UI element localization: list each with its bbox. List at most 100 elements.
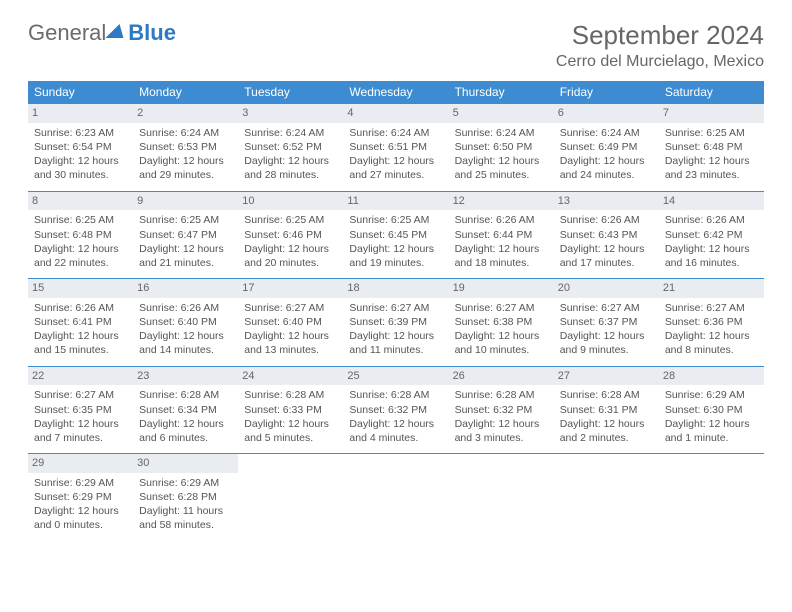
logo-triangle-icon: [106, 24, 129, 38]
calendar-day-cell: .: [449, 454, 554, 541]
calendar-day-cell: 21Sunrise: 6:27 AMSunset: 6:36 PMDayligh…: [659, 279, 764, 367]
calendar-day-cell: 9Sunrise: 6:25 AMSunset: 6:47 PMDaylight…: [133, 191, 238, 279]
calendar-day-cell: 28 Sunrise: 6:29 AMSunset: 6:30 PMDayligh…: [659, 366, 764, 454]
sunset-line: Sunset: 6:35 PM: [34, 403, 127, 417]
sunrise-line: Sunrise: 6:29 AM: [665, 388, 758, 402]
sunset-line: Sunset: 6:34 PM: [139, 403, 232, 417]
calendar-day-cell: 15Sunrise: 6:26 AMSunset: 6:41 PMDayligh…: [28, 279, 133, 367]
sunrise-line: Sunrise: 6:23 AM: [34, 126, 127, 140]
day-number: 9: [133, 192, 238, 211]
sunset-line: Sunset: 6:45 PM: [349, 228, 442, 242]
daylight-line: Daylight: 12 hours and 30 minutes.: [34, 154, 127, 182]
sunrise-line: Sunrise: 6:24 AM: [349, 126, 442, 140]
calendar-day-cell: 29Sunrise: 6:29 AMSunset: 6:29 PMDayligh…: [28, 454, 133, 541]
calendar-body: 1Sunrise: 6:23 AMSunset: 6:54 PMDaylight…: [28, 104, 764, 541]
sunrise-line: Sunrise: 6:24 AM: [455, 126, 548, 140]
calendar-day-cell: 11Sunrise: 6:25 AMSunset: 6:45 PMDayligh…: [343, 191, 448, 279]
sunrise-line: Sunrise: 6:24 AM: [560, 126, 653, 140]
sunrise-line: Sunrise: 6:26 AM: [665, 213, 758, 227]
day-number: 12: [449, 192, 554, 211]
calendar-day-cell: 25Sunrise: 6:28 AMSunset: 6:32 PMDayligh…: [343, 366, 448, 454]
calendar-day-cell: .: [343, 454, 448, 541]
calendar-day-cell: 5Sunrise: 6:24 AMSunset: 6:50 PMDaylight…: [449, 104, 554, 192]
day-number: 8: [28, 192, 133, 211]
day-number: 6: [554, 104, 659, 123]
sunset-line: Sunset: 6:42 PM: [665, 228, 758, 242]
sunrise-line: Sunrise: 6:27 AM: [349, 301, 442, 315]
day-number: 26: [449, 367, 554, 386]
sunrise-line: Sunrise: 6:28 AM: [244, 388, 337, 402]
daylight-line: Daylight: 12 hours and 7 minutes.: [34, 417, 127, 445]
sunrise-line: Sunrise: 6:25 AM: [244, 213, 337, 227]
daylight-line: Daylight: 12 hours and 27 minutes.: [349, 154, 442, 182]
day-number: 25: [343, 367, 448, 386]
daylight-line: Daylight: 12 hours and 8 minutes.: [665, 329, 758, 357]
daylight-line: Daylight: 12 hours and 24 minutes.: [560, 154, 653, 182]
calendar-day-cell: 24Sunrise: 6:28 AMSunset: 6:33 PMDayligh…: [238, 366, 343, 454]
sunset-line: Sunset: 6:47 PM: [139, 228, 232, 242]
location-title: Cerro del Murcielago, Mexico: [556, 53, 764, 71]
daylight-line: Daylight: 12 hours and 15 minutes.: [34, 329, 127, 357]
day-number: 22: [28, 367, 133, 386]
day-number: 15: [28, 279, 133, 298]
calendar-day-cell: 6Sunrise: 6:24 AMSunset: 6:49 PMDaylight…: [554, 104, 659, 192]
weekday-header: Saturday: [659, 81, 764, 104]
logo: General Blue: [28, 20, 176, 46]
daylight-line: Daylight: 12 hours and 11 minutes.: [349, 329, 442, 357]
sunrise-line: Sunrise: 6:27 AM: [560, 301, 653, 315]
weekday-header: Wednesday: [343, 81, 448, 104]
weekday-header: Monday: [133, 81, 238, 104]
sunrise-line: Sunrise: 6:25 AM: [34, 213, 127, 227]
calendar-week-row: 1Sunrise: 6:23 AMSunset: 6:54 PMDaylight…: [28, 104, 764, 192]
sunset-line: Sunset: 6:37 PM: [560, 315, 653, 329]
sunrise-line: Sunrise: 6:26 AM: [560, 213, 653, 227]
sunset-line: Sunset: 6:40 PM: [139, 315, 232, 329]
sunrise-line: Sunrise: 6:27 AM: [665, 301, 758, 315]
calendar-day-cell: 3Sunrise: 6:24 AMSunset: 6:52 PMDaylight…: [238, 104, 343, 192]
calendar-day-cell: 19Sunrise: 6:27 AMSunset: 6:38 PMDayligh…: [449, 279, 554, 367]
month-title: September 2024: [556, 20, 764, 51]
daylight-line: Daylight: 12 hours and 28 minutes.: [244, 154, 337, 182]
sunrise-line: Sunrise: 6:26 AM: [139, 301, 232, 315]
calendar-day-cell: 14Sunrise: 6:26 AMSunset: 6:42 PMDayligh…: [659, 191, 764, 279]
calendar-day-cell: 4Sunrise: 6:24 AMSunset: 6:51 PMDaylight…: [343, 104, 448, 192]
calendar-day-cell: 13Sunrise: 6:26 AMSunset: 6:43 PMDayligh…: [554, 191, 659, 279]
daylight-line: Daylight: 12 hours and 16 minutes.: [665, 242, 758, 270]
sunset-line: Sunset: 6:30 PM: [665, 403, 758, 417]
day-number: 21: [659, 279, 764, 298]
sunrise-line: Sunrise: 6:27 AM: [455, 301, 548, 315]
day-number: 28: [659, 367, 764, 386]
daylight-line: Daylight: 12 hours and 9 minutes.: [560, 329, 653, 357]
logo-text-general: General: [28, 20, 106, 46]
sunset-line: Sunset: 6:54 PM: [34, 140, 127, 154]
sunrise-line: Sunrise: 6:28 AM: [455, 388, 548, 402]
sunset-line: Sunset: 6:50 PM: [455, 140, 548, 154]
daylight-line: Daylight: 12 hours and 10 minutes.: [455, 329, 548, 357]
sunset-line: Sunset: 6:29 PM: [34, 490, 127, 504]
calendar-day-cell: 20 Sunrise: 6:27 AMSunset: 6:37 PMDayligh…: [554, 279, 659, 367]
day-number: 2: [133, 104, 238, 123]
daylight-line: Daylight: 12 hours and 14 minutes.: [139, 329, 232, 357]
sunrise-line: Sunrise: 6:28 AM: [349, 388, 442, 402]
calendar-day-cell: 10Sunrise: 6:25 AMSunset: 6:46 PMDayligh…: [238, 191, 343, 279]
daylight-line: Daylight: 12 hours and 1 minute.: [665, 417, 758, 445]
calendar-table: Sunday Monday Tuesday Wednesday Thursday…: [28, 81, 764, 541]
calendar-day-cell: 17Sunrise: 6:27 AMSunset: 6:40 PMDayligh…: [238, 279, 343, 367]
weekday-header: Friday: [554, 81, 659, 104]
sunrise-line: Sunrise: 6:24 AM: [139, 126, 232, 140]
daylight-line: Daylight: 12 hours and 18 minutes.: [455, 242, 548, 270]
calendar-week-row: 29Sunrise: 6:29 AMSunset: 6:29 PMDayligh…: [28, 454, 764, 541]
day-number: 29: [28, 454, 133, 473]
calendar-day-cell: .: [238, 454, 343, 541]
daylight-line: Daylight: 12 hours and 4 minutes.: [349, 417, 442, 445]
sunrise-line: Sunrise: 6:25 AM: [349, 213, 442, 227]
day-number: 20: [554, 279, 659, 298]
daylight-line: Daylight: 12 hours and 6 minutes.: [139, 417, 232, 445]
logo-text-blue: Blue: [128, 20, 176, 46]
daylight-line: Daylight: 12 hours and 17 minutes.: [560, 242, 653, 270]
sunset-line: Sunset: 6:53 PM: [139, 140, 232, 154]
daylight-line: Daylight: 12 hours and 5 minutes.: [244, 417, 337, 445]
sunset-line: Sunset: 6:44 PM: [455, 228, 548, 242]
sunset-line: Sunset: 6:51 PM: [349, 140, 442, 154]
calendar-day-cell: 12Sunrise: 6:26 AMSunset: 6:44 PMDayligh…: [449, 191, 554, 279]
